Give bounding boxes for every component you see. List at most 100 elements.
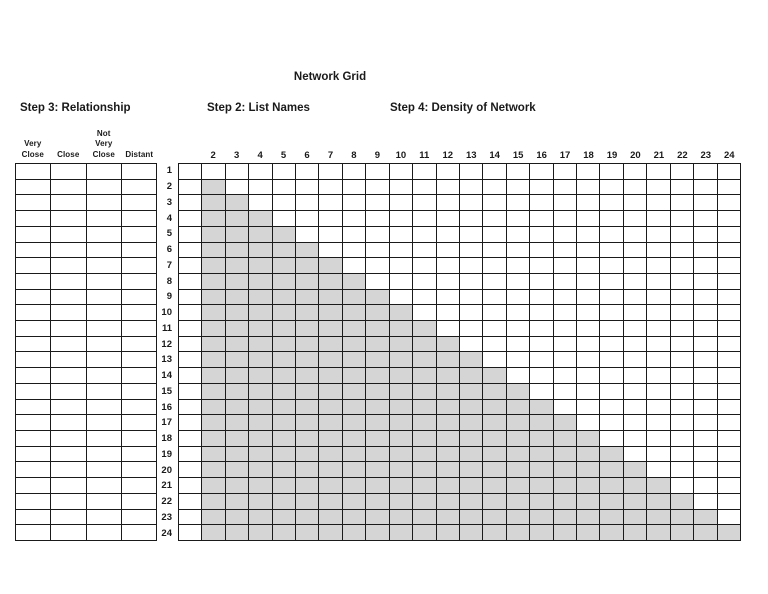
grid-cell xyxy=(670,258,695,274)
grid-cell xyxy=(483,321,507,337)
grid-cell-shaded xyxy=(389,399,414,416)
grid-cell-shaded xyxy=(202,336,226,353)
grid-cell xyxy=(647,446,671,463)
grid-cell xyxy=(647,321,671,337)
relationship-cell xyxy=(121,242,157,259)
grid-cell xyxy=(717,258,741,274)
grid-cell-shaded xyxy=(553,493,578,510)
grid-cell xyxy=(553,336,578,353)
grid-cell xyxy=(694,336,718,353)
relationship-cell xyxy=(86,478,122,494)
relationship-cell xyxy=(51,226,87,243)
column-header: 23 xyxy=(700,150,712,161)
grid-cell-shaded xyxy=(225,478,250,494)
grid-cell-shaded xyxy=(459,415,484,432)
relationship-cell xyxy=(121,431,157,447)
grid-cell xyxy=(296,211,320,227)
grid-row xyxy=(179,446,741,463)
grid-cell xyxy=(577,415,601,432)
relationship-cell xyxy=(16,525,52,541)
grid-cell xyxy=(436,273,460,290)
grid-cell xyxy=(483,242,507,259)
grid-cell-shaded xyxy=(389,462,414,479)
grid-cell xyxy=(717,226,741,243)
grid-cell-shaded xyxy=(483,478,507,494)
grid-cell-shaded xyxy=(389,305,414,322)
grid-cell-shaded xyxy=(413,321,437,337)
grid-cell xyxy=(553,321,578,337)
grid-cell-shaded xyxy=(249,289,273,306)
relationship-cell xyxy=(121,164,157,180)
grid-cell xyxy=(506,352,531,369)
grid-cell-shaded xyxy=(530,462,554,479)
grid-cell-shaded xyxy=(225,462,250,479)
grid-cell xyxy=(225,164,250,180)
grid-row xyxy=(179,368,741,384)
grid-cell-shaded xyxy=(225,336,250,353)
grid-cell-shaded xyxy=(436,446,460,463)
grid-cell xyxy=(483,226,507,243)
grid-cell-shaded xyxy=(577,431,601,447)
grid-cell-shaded xyxy=(202,195,226,212)
grid-cell-shaded xyxy=(413,352,437,369)
grid-cell-shaded xyxy=(366,525,390,541)
grid-cell-shaded xyxy=(202,462,226,479)
grid-cell xyxy=(530,164,554,180)
grid-cell xyxy=(389,242,414,259)
column-header: 5 xyxy=(280,150,287,161)
grid-cell xyxy=(647,258,671,274)
relationship-cell xyxy=(121,383,157,400)
grid-cell-shaded xyxy=(225,305,250,322)
grid-cell xyxy=(553,195,578,212)
relationship-cell xyxy=(51,336,87,353)
grid-cell-shaded xyxy=(272,383,297,400)
relationship-cell xyxy=(86,195,122,212)
grid-cell xyxy=(483,273,507,290)
grid-cell xyxy=(506,289,531,306)
grid-cell xyxy=(623,336,648,353)
grid-cell-shaded xyxy=(296,478,320,494)
grid-cell xyxy=(717,164,741,180)
grid-cell xyxy=(342,179,367,196)
grid-cell-shaded xyxy=(647,493,671,510)
column-header: 13 xyxy=(465,150,477,161)
grid-cell xyxy=(670,305,695,322)
grid-cell-shaded xyxy=(366,305,390,322)
grid-cell xyxy=(483,289,507,306)
grid-cell xyxy=(647,431,671,447)
grid-row xyxy=(179,509,741,526)
grid-cell xyxy=(694,415,718,432)
grid-cell xyxy=(506,321,531,337)
grid-cell-shaded xyxy=(319,305,343,322)
grid-cell xyxy=(717,179,741,196)
relationship-table-row xyxy=(16,431,157,447)
grid-cell xyxy=(623,289,648,306)
relationship-column-header-line: Very xyxy=(24,139,42,148)
grid-cell-shaded xyxy=(670,525,695,541)
row-number: 6 xyxy=(166,244,172,256)
grid-cell xyxy=(436,258,460,274)
grid-cell-shaded xyxy=(553,446,578,463)
grid-cell xyxy=(577,305,601,322)
grid-row xyxy=(179,462,741,479)
relationship-cell xyxy=(16,226,52,243)
relationship-cell xyxy=(121,493,157,510)
grid-cell xyxy=(506,195,531,212)
grid-cell-shaded xyxy=(272,462,297,479)
grid-cell xyxy=(319,211,343,227)
grid-cell-shaded xyxy=(272,368,297,384)
grid-cell-shaded xyxy=(483,525,507,541)
grid-cell-shaded xyxy=(623,478,648,494)
column-header: 4 xyxy=(257,150,263,161)
grid-cell-shaded xyxy=(225,415,250,432)
grid-cell xyxy=(459,321,484,337)
grid-cell xyxy=(694,273,718,290)
grid-cell xyxy=(389,273,414,290)
grid-cell-shaded xyxy=(413,509,437,526)
grid-cell-shaded xyxy=(202,321,226,337)
grid-cell xyxy=(670,242,695,259)
grid-cell-shaded xyxy=(366,415,390,432)
grid-cell-shaded xyxy=(647,525,671,541)
grid-cell-shaded xyxy=(296,525,320,541)
grid-cell-shaded xyxy=(506,493,531,510)
